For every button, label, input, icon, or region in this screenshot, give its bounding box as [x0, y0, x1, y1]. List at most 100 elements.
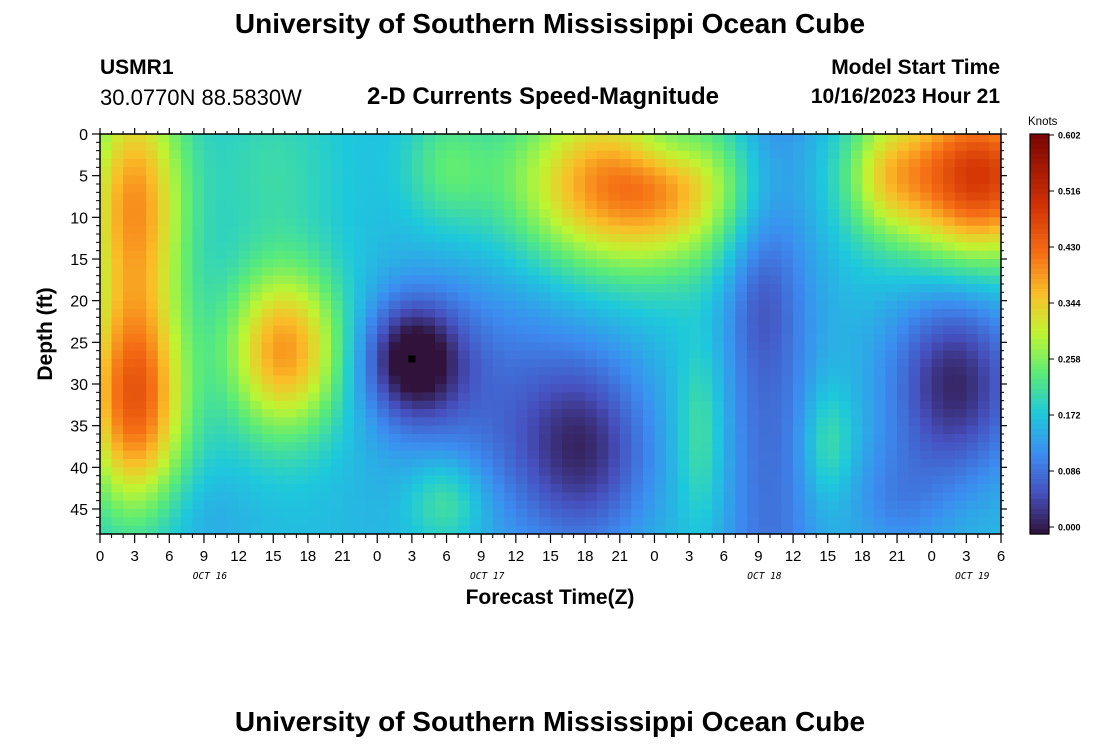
heatmap-cell — [793, 442, 806, 452]
heatmap-cell — [227, 167, 240, 177]
heatmap-cell — [504, 159, 517, 168]
heatmap-cell — [261, 142, 274, 152]
heatmap-cell — [538, 284, 552, 293]
heatmap-cell — [769, 400, 783, 410]
heatmap-cell — [839, 359, 852, 368]
heatmap-cell — [111, 442, 124, 452]
heatmap-cell — [331, 200, 344, 210]
heatmap-cell — [515, 492, 528, 502]
heatmap-cell — [446, 184, 459, 193]
heatmap-cell — [365, 392, 378, 402]
heatmap-cell — [793, 167, 806, 177]
heatmap-cell — [700, 484, 713, 493]
heatmap-cell — [123, 275, 136, 285]
heatmap-cell — [203, 450, 217, 460]
heatmap-cell — [642, 509, 656, 518]
heatmap-cell — [388, 509, 401, 518]
heatmap-cell — [354, 309, 367, 318]
heatmap-cell — [781, 400, 794, 410]
heatmap-cell — [677, 217, 690, 227]
heatmap-cell — [146, 292, 159, 302]
heatmap-cell — [873, 367, 887, 377]
heatmap-cell — [169, 350, 182, 360]
heatmap-cell — [446, 317, 459, 327]
heatmap-cell — [943, 525, 956, 534]
heatmap-cell — [296, 475, 309, 485]
heatmap-cell — [307, 159, 321, 168]
heatmap-cell — [596, 292, 609, 302]
heatmap-cell — [423, 317, 436, 327]
heatmap-cell — [619, 200, 632, 210]
heatmap-cell — [608, 275, 621, 285]
heatmap-cell — [319, 134, 332, 143]
heatmap-cell — [342, 467, 355, 477]
heatmap-cell — [654, 509, 667, 518]
heatmap-cell — [354, 384, 367, 393]
heatmap-cell — [654, 434, 667, 443]
heatmap-cell — [515, 184, 528, 193]
heatmap-cell — [250, 434, 263, 443]
heatmap-cell — [562, 509, 575, 518]
heatmap-cell — [180, 159, 194, 168]
heatmap-cell — [411, 367, 425, 377]
heatmap-cell — [388, 492, 401, 502]
heatmap-cell — [931, 517, 944, 527]
heatmap-cell — [273, 267, 286, 277]
colorbar-segment — [1030, 479, 1049, 485]
heatmap-cell — [839, 442, 852, 452]
heatmap-cell — [538, 442, 552, 452]
heatmap-cell — [931, 459, 944, 468]
heatmap-cell — [354, 517, 367, 527]
heatmap-cell — [723, 492, 736, 502]
heatmap-cell — [573, 259, 586, 268]
heatmap-cell — [850, 167, 863, 177]
heatmap-cell — [261, 175, 274, 185]
heatmap-cell — [307, 175, 321, 185]
heatmap-cell — [331, 184, 344, 193]
heatmap-cell — [296, 434, 309, 443]
heatmap-cell — [527, 192, 540, 202]
heatmap-cell — [723, 225, 736, 235]
heatmap-cell — [954, 250, 967, 260]
heatmap-cell — [365, 367, 378, 377]
heatmap-cell — [192, 517, 205, 527]
heatmap-cell — [677, 334, 690, 343]
heatmap-cell — [215, 292, 228, 302]
heatmap-cell — [515, 142, 528, 152]
heatmap-cell — [180, 317, 194, 327]
heatmap-cell — [550, 350, 563, 360]
heatmap-cell — [746, 259, 760, 268]
heatmap-cell — [238, 359, 251, 368]
heatmap-cell — [388, 284, 401, 293]
heatmap-cell — [169, 425, 182, 435]
heatmap-cell — [677, 242, 690, 252]
heatmap-cell — [146, 175, 159, 185]
heatmap-cell — [920, 450, 933, 460]
heatmap-cell — [689, 175, 702, 185]
heatmap-cell — [839, 525, 852, 534]
heatmap-cell — [296, 200, 309, 210]
heatmap-cell — [492, 484, 505, 493]
heatmap-cell — [411, 425, 425, 435]
heatmap-cell — [943, 500, 956, 510]
heatmap-cell — [781, 434, 794, 443]
heatmap-cell — [342, 192, 355, 202]
heatmap-cell — [123, 159, 136, 168]
heatmap-cell — [573, 167, 586, 177]
heatmap-cell — [192, 500, 205, 510]
heatmap-cell — [504, 234, 517, 243]
heatmap-cell — [123, 142, 136, 152]
heatmap-cell — [423, 334, 436, 343]
heatmap-cell — [827, 359, 840, 368]
heatmap-cell — [515, 417, 528, 427]
heatmap-cell — [966, 167, 979, 177]
heatmap-cell — [180, 400, 194, 410]
heatmap-cell — [793, 209, 806, 218]
heatmap-cell — [746, 217, 760, 227]
heatmap-cell — [619, 325, 632, 335]
heatmap-cell — [377, 475, 390, 485]
heatmap-cell — [192, 450, 205, 460]
heatmap-cell — [458, 525, 471, 534]
heatmap-cell — [642, 225, 656, 235]
heatmap-cell — [307, 334, 321, 343]
